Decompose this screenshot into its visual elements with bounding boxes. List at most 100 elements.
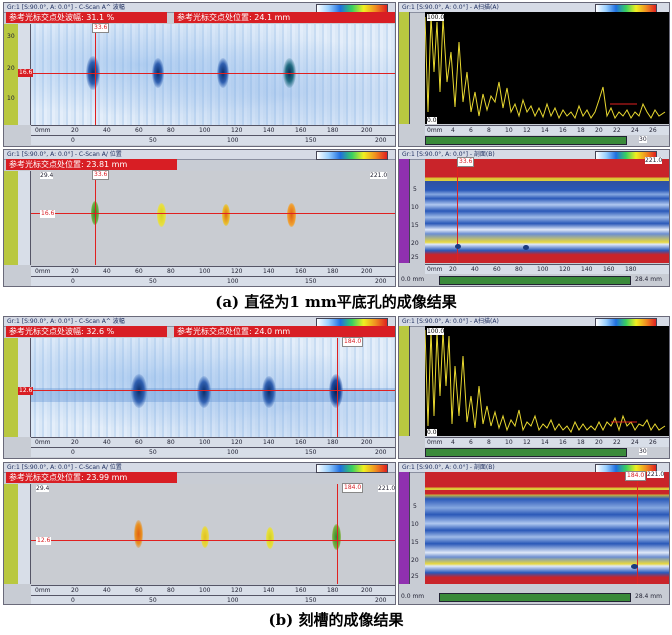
defect-indication	[131, 374, 147, 408]
reference-cursor-horizontal[interactable]	[31, 540, 395, 541]
panel-title: Gr:1 [S:90.0°, A: 0.0°] - C-Scan A/ 位置	[4, 150, 395, 160]
cursor-h-label: 184.0	[625, 471, 647, 481]
v-tick: 20	[7, 65, 15, 72]
defect-indication	[157, 203, 166, 227]
depth-top-value: 29.4	[40, 172, 54, 179]
reference-cursor-vertical[interactable]	[95, 171, 96, 265]
horizontal-ruler: 0mm 20 40 60 80 100 120 140 160 180 200	[31, 585, 395, 595]
scroll-track[interactable]	[439, 276, 631, 285]
reference-cursor-horizontal[interactable]	[31, 73, 395, 74]
v-tick: 10	[411, 204, 419, 211]
a-cscan-amplitude-panel: Gr:1 [S:90.0°, A: 0.0°] - C-Scan A^ 波幅 参…	[3, 2, 396, 147]
cursor-v-label: 12.6	[18, 387, 34, 395]
secondary-ruler: 0 50 100 150 200	[31, 595, 395, 604]
position-readout: 参考光标交点处位置: 24.1 mm	[174, 12, 395, 23]
left-ruler	[4, 171, 19, 265]
color-palette	[316, 151, 388, 160]
v-tick: 20	[411, 557, 419, 564]
cursor-v-label: 16.6	[18, 69, 34, 77]
left-ruler	[4, 484, 19, 584]
depth-max-value: 221.0	[647, 471, 665, 478]
bscan-profile-plot[interactable]	[425, 472, 669, 584]
left-ruler-scale	[18, 484, 31, 584]
v-tick: 15	[411, 222, 419, 229]
defect-echo	[455, 244, 461, 249]
cursor-v-label: 16.6	[40, 210, 56, 218]
reference-cursor-vertical[interactable]	[337, 338, 338, 437]
depth-max-value: 221.0	[378, 485, 396, 492]
defect-indication	[266, 527, 274, 549]
b-cscan-amplitude-panel: Gr:1 [S:90.0°, A: 0.0°] - C-Scan A^ 波幅 参…	[3, 316, 396, 459]
v-tick: 20	[411, 240, 419, 247]
amplitude-max: 100.0	[427, 328, 445, 335]
defect-indication	[329, 374, 343, 408]
depth-max-value: 221.0	[645, 157, 663, 164]
position-readout: 参考光标交点处位置: 24.0 mm	[174, 326, 395, 337]
defect-echo	[523, 245, 529, 250]
left-ruler	[399, 159, 410, 263]
left-ruler	[4, 338, 19, 437]
reference-cursor-vertical[interactable]	[457, 159, 458, 263]
panel-title: Gr:1 [S:90.0°, A: 0.0°] - C-Scan A/ 位置	[4, 463, 395, 473]
amplitude-max: 100.0	[427, 14, 445, 21]
defect-indication	[222, 204, 230, 226]
secondary-ruler: 0 50 100 150 200	[31, 135, 395, 145]
horizontal-ruler: 0mm 20 40 60 80 100 120 140 160 180 200	[31, 266, 395, 276]
cscan-amplitude-plot[interactable]	[31, 338, 395, 437]
v-tick: 5	[413, 503, 417, 510]
v-tick: 30	[7, 33, 15, 40]
horizontal-ruler: 0mm 4 6 8 10 12 14 16 18 20 22 24 26	[425, 125, 669, 135]
horizontal-ruler: 0mm 20 40 60 80 100 120 140 160 180 200	[31, 125, 395, 135]
horizontal-ruler: 0mm 4 6 8 10 12 14 16 18 20 22 24 26	[425, 437, 669, 447]
bscan-profile-plot[interactable]	[425, 159, 669, 263]
v-tick: 10	[7, 95, 15, 102]
position-readout: 参考光标交点处位置: 23.99 mm	[6, 472, 177, 483]
slot-band	[31, 388, 395, 402]
position-readout: 参考光标交点处位置: 23.81 mm	[6, 159, 177, 170]
amplitude-min: 0.0	[427, 117, 437, 124]
ascan-waveform-plot[interactable]	[425, 326, 669, 436]
a-cscan-position-panel: Gr:1 [S:90.0°, A: 0.0°] - C-Scan A/ 位置 参…	[3, 149, 396, 287]
defect-indication	[134, 520, 143, 548]
cursor-v-label: 12.6	[36, 537, 52, 545]
amplitude-readout: 参考光标交点处波幅: 32.6 %	[6, 326, 167, 337]
reference-cursor-vertical[interactable]	[95, 24, 96, 125]
caption-b: (b) 刻槽的成像结果	[268, 611, 404, 629]
reference-cursor-vertical[interactable]	[337, 484, 338, 584]
ascan-waveform-plot[interactable]	[425, 12, 669, 124]
range-end: 28.4 mm	[635, 593, 662, 600]
amplitude-readout: 参考光标交点处波幅: 31.1 %	[6, 12, 167, 23]
cscan-position-plot[interactable]	[31, 484, 395, 584]
defect-indication	[197, 376, 211, 408]
reference-cursor-horizontal[interactable]	[31, 213, 395, 214]
cscan-amplitude-plot[interactable]	[31, 24, 395, 125]
scroll-track[interactable]	[439, 593, 631, 602]
cursor-h-label: 33.6	[92, 23, 110, 33]
color-palette	[316, 464, 388, 473]
secondary-ruler: 0 50 100 150 200	[31, 276, 395, 286]
depth-max-value: 221.0	[370, 172, 388, 179]
depth-top-value: 29.4	[36, 485, 50, 492]
a-ascan-panel: Gr:1 [S:90.0°, A: 0.0°] - A扫描(A) 100.0 0…	[398, 2, 670, 147]
reference-cursor-vertical[interactable]	[637, 472, 638, 584]
b-bscan-panel: Gr:1 [S:90.0°, A: 0.0°] - 剖面(B) 184.0 22…	[398, 462, 670, 605]
v-tick: 5	[413, 186, 417, 193]
v-tick: 10	[411, 521, 419, 528]
ascan-trace	[425, 329, 666, 434]
reference-cursor-horizontal[interactable]	[31, 390, 395, 391]
left-ruler	[399, 326, 410, 436]
scroll-track[interactable]	[425, 136, 627, 145]
left-ruler-scale	[18, 171, 31, 265]
range-end: 28.4 mm	[635, 276, 662, 283]
left-ruler	[399, 12, 410, 124]
scroll-track[interactable]	[425, 448, 627, 457]
left-ruler	[399, 472, 410, 584]
cscan-position-plot[interactable]	[31, 171, 395, 265]
cursor-h-label: 33.6	[457, 157, 475, 167]
defect-indication	[332, 524, 341, 550]
b-cscan-position-panel: Gr:1 [S:90.0°, A: 0.0°] - C-Scan A/ 位置 参…	[3, 462, 396, 605]
range-start: 0.0 mm	[401, 593, 425, 600]
defect-echo	[631, 564, 638, 569]
a-bscan-panel: Gr:1 [S:90.0°, A: 0.0°] - 剖面(B) 33.6 221…	[398, 149, 670, 287]
v-tick: 25	[411, 573, 419, 580]
